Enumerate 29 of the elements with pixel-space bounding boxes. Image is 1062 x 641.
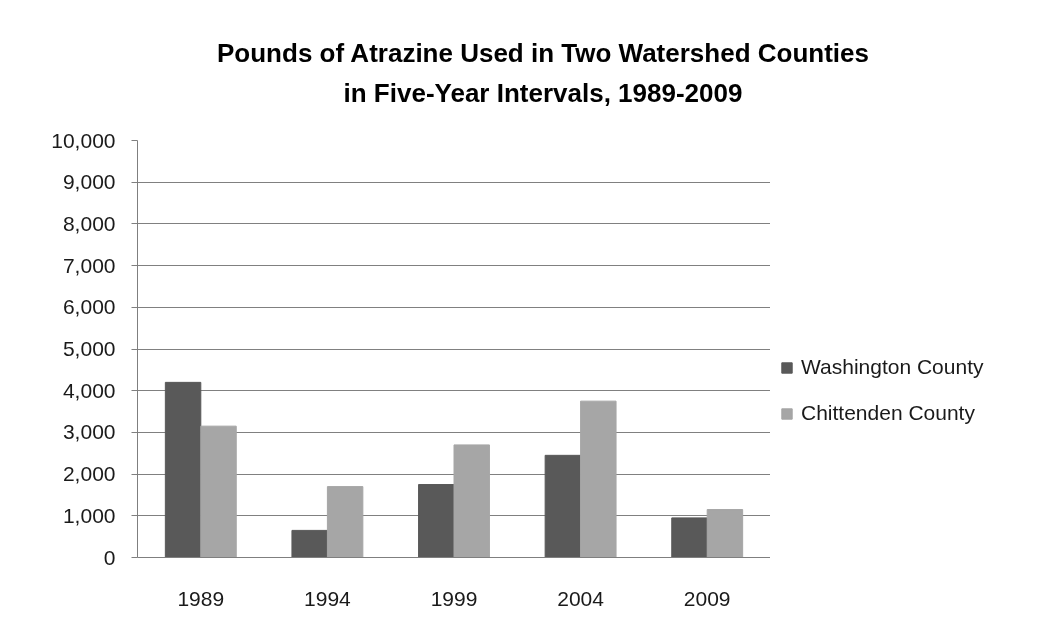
bar (326, 486, 364, 558)
x-tick-label: 2009 (683, 586, 731, 610)
bar (418, 484, 455, 558)
bar (544, 454, 582, 558)
bar (671, 517, 708, 558)
y-tick-label: 1,000 (62, 503, 116, 527)
chart-title: Pounds of Atrazine Used in Two Watershed Counties in Five-Year Intervals, 1989-2009 (217, 37, 869, 110)
bar (580, 400, 617, 558)
y-tick-label: 5,000 (62, 337, 116, 360)
y-tick-label: 2,000 (62, 462, 116, 486)
x-tick-label: 2004 (557, 586, 605, 610)
y-tick-label: 10,000 (51, 128, 116, 152)
bar (291, 529, 328, 558)
x-tick-label: 1989 (177, 586, 225, 610)
y-tick-label: 0 (103, 545, 116, 569)
bar (706, 509, 744, 558)
y-tick-label: 7,000 (62, 253, 116, 277)
y-tick-label: 9,000 (62, 170, 116, 194)
bar (453, 444, 490, 558)
legend-label: Chittenden County (801, 401, 975, 426)
legend-label: Washington County (801, 355, 984, 380)
y-tick-label: 8,000 (62, 211, 116, 235)
y-tick-label: 3,000 (62, 420, 116, 444)
bar (164, 381, 202, 558)
y-tick-label: 6,000 (62, 295, 116, 319)
x-tick-label: 1999 (430, 586, 478, 610)
x-tick-label: 1994 (304, 586, 352, 610)
bar (200, 425, 237, 558)
y-tick-label: 4,000 (62, 378, 116, 402)
